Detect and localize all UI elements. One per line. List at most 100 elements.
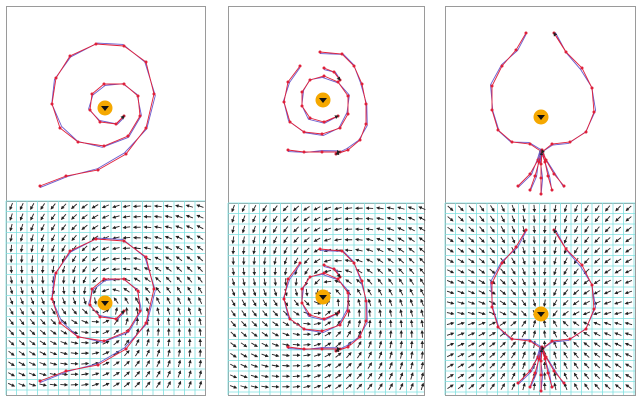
field-arrow <box>624 342 633 347</box>
field-arrow <box>9 308 14 316</box>
field-arrow <box>605 205 611 212</box>
field-arrow <box>177 307 181 315</box>
field-arrow <box>231 236 235 245</box>
field-arrow <box>313 342 322 347</box>
field-arrow <box>479 383 485 390</box>
sample-point <box>124 347 128 351</box>
field-arrow <box>273 278 278 287</box>
vector-field-arrows <box>446 204 633 391</box>
field-arrow <box>419 278 425 285</box>
field-arrow <box>231 299 236 307</box>
field-arrow <box>30 255 34 264</box>
field-arrow <box>584 247 590 254</box>
field-arrow <box>468 247 475 253</box>
field-arrow <box>335 363 342 369</box>
field-arrow <box>614 342 622 347</box>
field-arrow <box>197 286 203 294</box>
sample-point <box>360 279 364 283</box>
field-arrow <box>303 216 310 222</box>
field-arrow <box>122 215 131 219</box>
sample-point <box>68 249 72 253</box>
field-arrow <box>50 318 57 325</box>
column-spiral <box>5 6 206 396</box>
field-arrow <box>478 352 486 358</box>
sample-point <box>76 335 80 339</box>
field-arrow <box>242 267 246 276</box>
field-arrow <box>40 255 45 263</box>
field-arrow <box>532 225 537 234</box>
field-arrow <box>164 204 173 208</box>
field-arrow <box>573 289 580 296</box>
field-arrow <box>313 321 322 326</box>
field-arrow <box>346 330 351 338</box>
field-arrow <box>366 278 373 285</box>
field-arrow <box>62 297 66 305</box>
field-arrow <box>488 321 497 326</box>
trajectory <box>286 148 342 154</box>
field-arrow <box>522 382 526 391</box>
field-arrow <box>378 330 383 338</box>
field-arrow <box>156 338 161 347</box>
field-arrow <box>614 247 622 253</box>
field-arrow <box>50 340 58 345</box>
field-arrow <box>478 321 486 326</box>
field-arrow <box>20 297 24 305</box>
field-arrow <box>446 321 455 326</box>
field-arrow <box>388 309 393 317</box>
field-arrow <box>553 340 557 349</box>
field-arrow <box>614 290 622 295</box>
field-arrow <box>582 311 591 316</box>
field-arrow <box>323 217 332 221</box>
field-arrow <box>313 206 321 211</box>
field-arrow <box>146 328 150 336</box>
field-arrow <box>334 238 342 242</box>
sample-point <box>286 148 290 152</box>
field-arrow <box>156 381 161 388</box>
field-arrow <box>61 245 66 253</box>
field-arrow <box>468 205 475 212</box>
field-arrow <box>614 363 622 368</box>
field-arrow <box>71 319 78 325</box>
sample-point <box>360 82 364 86</box>
field-arrow <box>123 382 131 388</box>
field-arrow <box>553 267 557 276</box>
field-arrow <box>347 319 351 328</box>
field-arrow <box>28 383 37 387</box>
field-arrow <box>261 332 269 337</box>
field-arrow <box>478 290 486 295</box>
field-arrow <box>240 353 248 358</box>
field-arrow <box>387 248 394 253</box>
field-arrow <box>91 361 100 366</box>
trajectory <box>318 50 368 156</box>
field-arrow <box>542 329 547 338</box>
field-arrow <box>388 288 393 296</box>
field-arrow <box>357 330 362 338</box>
vector-field-arrows <box>7 202 204 389</box>
field-arrow <box>447 363 455 368</box>
sample-point <box>584 327 588 331</box>
sample-point <box>90 287 94 291</box>
field-arrow <box>399 298 403 307</box>
field-arrow <box>303 374 311 378</box>
vector-field-panel <box>5 200 206 396</box>
field-arrow <box>82 266 88 273</box>
field-arrow <box>145 370 151 378</box>
field-arrow <box>122 236 131 240</box>
sample-point <box>64 369 68 373</box>
field-arrow <box>134 381 141 388</box>
field-arrow <box>123 360 130 367</box>
sample-point <box>364 102 368 106</box>
column-swirl <box>227 6 426 396</box>
sample-point <box>288 120 292 124</box>
field-arrow <box>20 276 24 285</box>
field-arrow <box>187 327 192 336</box>
field-arrow <box>101 204 110 209</box>
field-arrow <box>144 286 151 294</box>
field-arrow <box>573 247 579 254</box>
field-arrow <box>60 330 68 335</box>
field-arrow <box>553 382 557 391</box>
field-arrow <box>511 362 516 369</box>
field-arrow <box>335 373 342 379</box>
field-arrow <box>186 266 193 272</box>
field-arrow <box>154 246 162 250</box>
